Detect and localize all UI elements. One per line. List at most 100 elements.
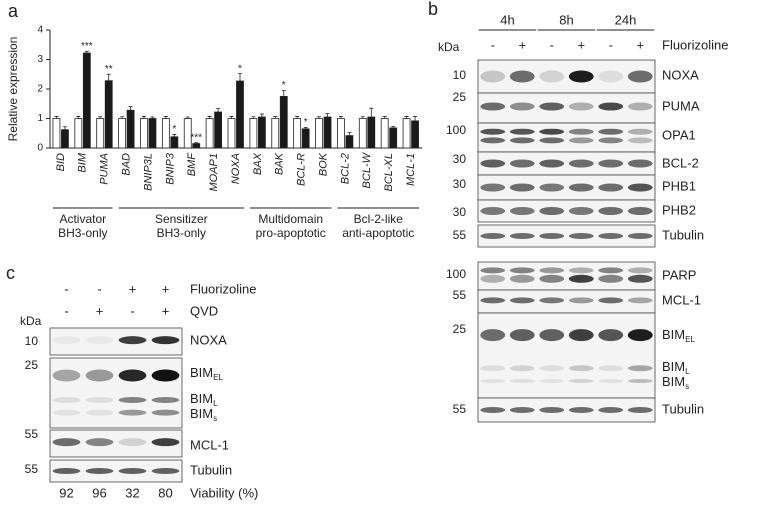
band (151, 336, 180, 345)
error-bar (141, 116, 146, 119)
error-bar (194, 142, 199, 144)
band (568, 233, 594, 239)
band (568, 128, 594, 135)
band (509, 207, 535, 215)
blot (477, 312, 656, 399)
condition: - (64, 281, 68, 296)
band (118, 438, 147, 447)
error-bar (273, 116, 278, 119)
y-tick-label: 0 (37, 143, 43, 154)
condition: + (96, 303, 104, 318)
band (627, 128, 653, 135)
band (539, 274, 565, 283)
band (480, 267, 506, 274)
error-bar (281, 90, 286, 97)
band (627, 329, 653, 342)
marker: 100 (446, 123, 466, 137)
label-sub: L (685, 367, 690, 376)
band (627, 102, 653, 111)
viability-label: Viability (%) (190, 485, 258, 500)
band (627, 207, 653, 215)
x-tick-label: BCL-XL (383, 153, 395, 192)
band (568, 365, 594, 372)
x-tick-label: BIM (77, 152, 89, 172)
band (151, 409, 180, 416)
band (85, 397, 114, 403)
x-tick-label: BCL-W (361, 151, 373, 188)
group-label: Sensitizer (155, 212, 208, 226)
band (151, 438, 180, 447)
band (480, 329, 506, 342)
band (598, 365, 624, 372)
blot-label: PHB1 (662, 178, 696, 193)
band (568, 297, 594, 304)
bar (337, 118, 345, 149)
error-bar (303, 126, 308, 129)
band (568, 70, 594, 83)
bar (148, 118, 157, 149)
viability: 96 (92, 485, 106, 500)
band (52, 369, 81, 382)
viability: 32 (125, 485, 139, 500)
band (539, 365, 565, 372)
x-tick-label: BNIP3 (164, 152, 176, 185)
group-label: BH3-only (157, 226, 206, 240)
error-bar (413, 116, 418, 121)
band (598, 128, 624, 135)
blot-label: Tubulin (662, 401, 704, 416)
error-bar (106, 73, 111, 81)
band (539, 233, 565, 239)
x-tick-label: NOXA (230, 153, 242, 184)
band (509, 159, 535, 168)
band (539, 183, 565, 192)
band (598, 329, 624, 342)
blot-label: BIMs (190, 406, 217, 423)
error-bar (391, 126, 396, 128)
band (118, 336, 147, 345)
bar (271, 118, 280, 149)
label-main: BIM (662, 327, 685, 342)
panel-letter: a (8, 1, 19, 21)
kda-label: kDa (438, 40, 460, 54)
x-tick-label: BNIP3L (142, 153, 154, 191)
band (627, 365, 653, 372)
x-tick-label: BID (55, 153, 67, 171)
time-label: 4h (500, 12, 514, 27)
y-tick-label: 1 (37, 113, 43, 124)
label-main: BIM (190, 365, 213, 380)
marker: 25 (453, 90, 467, 104)
blot-label: NOXA (662, 67, 699, 82)
error-bar (259, 113, 264, 118)
band (480, 207, 506, 215)
band (598, 70, 624, 83)
band (52, 409, 81, 416)
bar (227, 118, 236, 149)
treatment: + (518, 37, 526, 52)
blot-label: MCL-1 (662, 292, 701, 307)
error-bar (150, 116, 155, 119)
y-tick-label: 4 (37, 25, 43, 36)
blot-label: NOXA (190, 332, 227, 347)
significance: * (282, 80, 286, 91)
bar (74, 118, 83, 149)
error-bar (360, 116, 365, 119)
error-bar (185, 116, 190, 119)
band (151, 369, 180, 382)
band (568, 329, 594, 342)
band (539, 137, 565, 144)
band (85, 438, 114, 447)
band (627, 70, 653, 83)
bar (61, 129, 69, 149)
error-bar (338, 116, 343, 119)
group-label: Bcl-2-like (354, 212, 404, 226)
kda-label: kDa (20, 314, 42, 328)
blot-label: MCL-1 (190, 437, 229, 452)
marker: 10 (453, 68, 467, 82)
band (52, 438, 81, 447)
band (568, 137, 594, 144)
marker: 55 (25, 427, 39, 441)
y-axis-label: Relative expression (6, 37, 20, 142)
label-sub: EL (685, 335, 695, 344)
label-sub: s (213, 414, 217, 423)
significance: * (304, 117, 308, 128)
